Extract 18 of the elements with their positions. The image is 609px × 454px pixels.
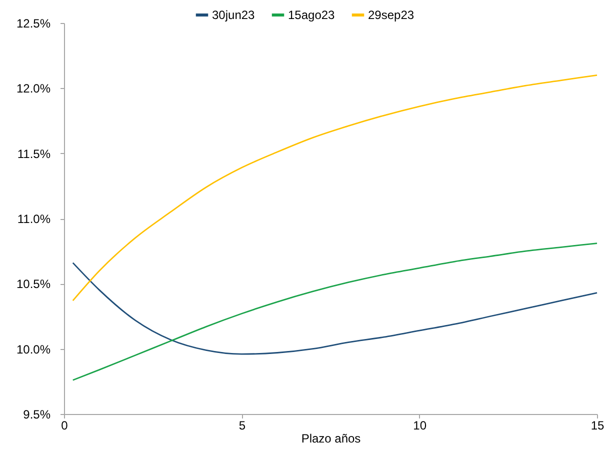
- legend-label: 15ago23: [288, 8, 336, 22]
- legend-label: 30jun23: [212, 8, 256, 22]
- line-series: [72, 262, 598, 355]
- x-tick-label: 10: [413, 418, 427, 432]
- x-tick-label: 15: [590, 418, 604, 432]
- line-series: [72, 242, 598, 381]
- line-series: [72, 74, 598, 302]
- y-tick-label: 10.0%: [16, 342, 51, 356]
- y-tick-label: 11.0%: [17, 212, 51, 226]
- legend-label: 29sep23: [368, 8, 414, 22]
- y-tick-label: 12.5%: [16, 16, 51, 30]
- y-tick-label: 9.5%: [23, 408, 51, 422]
- x-tick-label: 0: [61, 418, 68, 432]
- y-tick-label: 12.0%: [16, 82, 51, 96]
- x-axis-title: Plazo años: [301, 432, 361, 446]
- y-tick-label: 10.5%: [16, 277, 51, 292]
- y-tick-label: 11.5%: [17, 146, 51, 161]
- x-tick-label: 5: [238, 418, 246, 432]
